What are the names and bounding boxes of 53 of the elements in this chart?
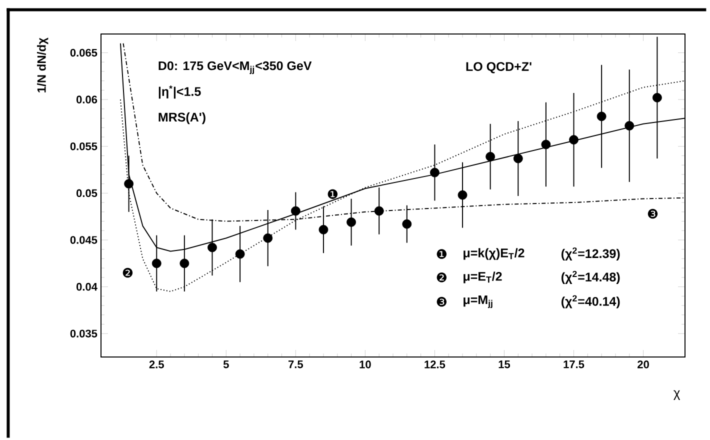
point [290, 206, 300, 216]
annotation: |η$^{*}$|<1.5 [158, 85, 201, 99]
point [541, 140, 551, 150]
y-tick-label: 0.035 [70, 330, 98, 338]
annotation: ❷ [122, 268, 133, 278]
annotation: MRS(A') [158, 112, 206, 124]
annotation: D0: 175 GeV<M$_{jj}$<350 GeV [158, 61, 312, 74]
x-tick-label: 7.5 [288, 360, 303, 368]
y-tick-label: 0.04 [76, 282, 98, 291]
point [513, 154, 523, 164]
annotation: μ=M$_{jj}$ [464, 295, 492, 308]
point [318, 224, 328, 234]
y-tick-label: 0.065 [70, 48, 98, 57]
annotation: (χ$^{2}$=12.39) [562, 247, 620, 261]
point [430, 168, 440, 178]
x-tick-label: 15 [498, 360, 510, 368]
annotation: (χ$^{2}$=14.48) [562, 270, 620, 284]
point [235, 249, 245, 259]
annotation: ❶ [328, 189, 338, 199]
point [374, 206, 384, 216]
point [596, 112, 606, 122]
annotation: ❸ [436, 296, 447, 307]
annotation: μ=E$_{T}$/2 [464, 272, 502, 284]
point [486, 152, 496, 162]
point [152, 258, 162, 268]
annotation: μ=k(χ)E$_{T}$/2 [464, 248, 524, 260]
point [263, 233, 273, 243]
point [124, 179, 134, 188]
x-tick-label: 10 [360, 360, 371, 368]
point [402, 219, 412, 229]
x-tick-label: 17.5 [564, 360, 584, 368]
annotation: ❷ [436, 272, 447, 282]
y-axis-title: 1/N dN/dχ [37, 38, 48, 92]
annotation: (χ$^{2}$=40.14) [562, 295, 620, 308]
annotation: LO QCD+Z' [466, 62, 532, 74]
y-tick-label: 0.06 [76, 96, 98, 104]
annotation: ❶ [436, 249, 447, 259]
y-tick-label: 0.045 [70, 236, 98, 244]
point [208, 242, 217, 252]
point [624, 121, 634, 130]
annotation: ❸ [648, 208, 658, 219]
y-tick-label: 0.055 [70, 142, 98, 150]
x-tick-label: 12.5 [424, 360, 446, 368]
x-tick-label: 20 [638, 360, 649, 368]
x-tick-label: 2.5 [149, 360, 164, 368]
point [458, 190, 468, 200]
point [180, 258, 190, 268]
point [569, 135, 578, 144]
x-axis-title: χ [674, 390, 680, 400]
point [346, 217, 356, 227]
point [652, 92, 662, 102]
y-tick-label: 0.05 [76, 189, 98, 198]
x-tick-label: 5 [223, 360, 229, 368]
